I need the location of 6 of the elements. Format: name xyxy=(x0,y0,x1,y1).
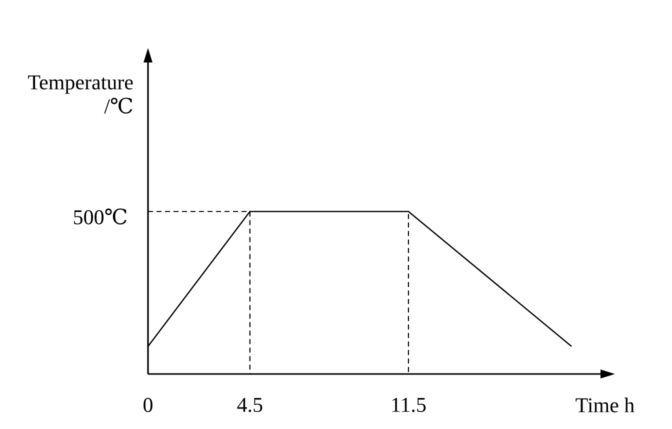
annotation: 500℃ xyxy=(74,208,127,224)
x-tick-label: 4.5 xyxy=(237,398,262,412)
x-tick-label: 0 xyxy=(144,398,152,412)
x-axis-title: Time h xyxy=(576,398,634,412)
y-axis-title: Temperature /℃ xyxy=(28,76,133,114)
x-tick-label: 11.5 xyxy=(392,398,426,412)
